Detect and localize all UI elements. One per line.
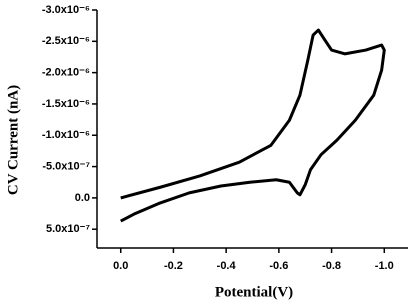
x-tick-label: -1.0: [375, 260, 394, 272]
y-tick-label: -2.0x10⁻⁶: [42, 67, 90, 79]
y-tick-label: -5.0x10⁻⁷: [42, 160, 90, 172]
y-tick-label: -2.5x10⁻⁶: [42, 35, 90, 47]
x-tick-label: -0.8: [322, 260, 341, 272]
x-axis-label: Potential(V): [215, 284, 293, 300]
y-tick-label: 0.0: [75, 192, 90, 204]
y-tick-label: -1.0x10⁻⁶: [42, 129, 90, 141]
x-tick-label: 0.0: [113, 260, 128, 272]
x-tick-label: -0.2: [164, 260, 183, 272]
x-tick-label: -0.6: [269, 260, 288, 272]
y-axis-label: CV Current (nA): [5, 85, 21, 195]
y-tick-label: -3.0x10⁻⁶: [42, 4, 90, 16]
x-tick-label: -0.4: [217, 260, 237, 272]
y-tick-label: -1.5x10⁻⁶: [42, 98, 90, 110]
cv-curve: [120, 28, 386, 223]
y-tick-label: 5.0x10⁻⁷: [46, 223, 90, 235]
